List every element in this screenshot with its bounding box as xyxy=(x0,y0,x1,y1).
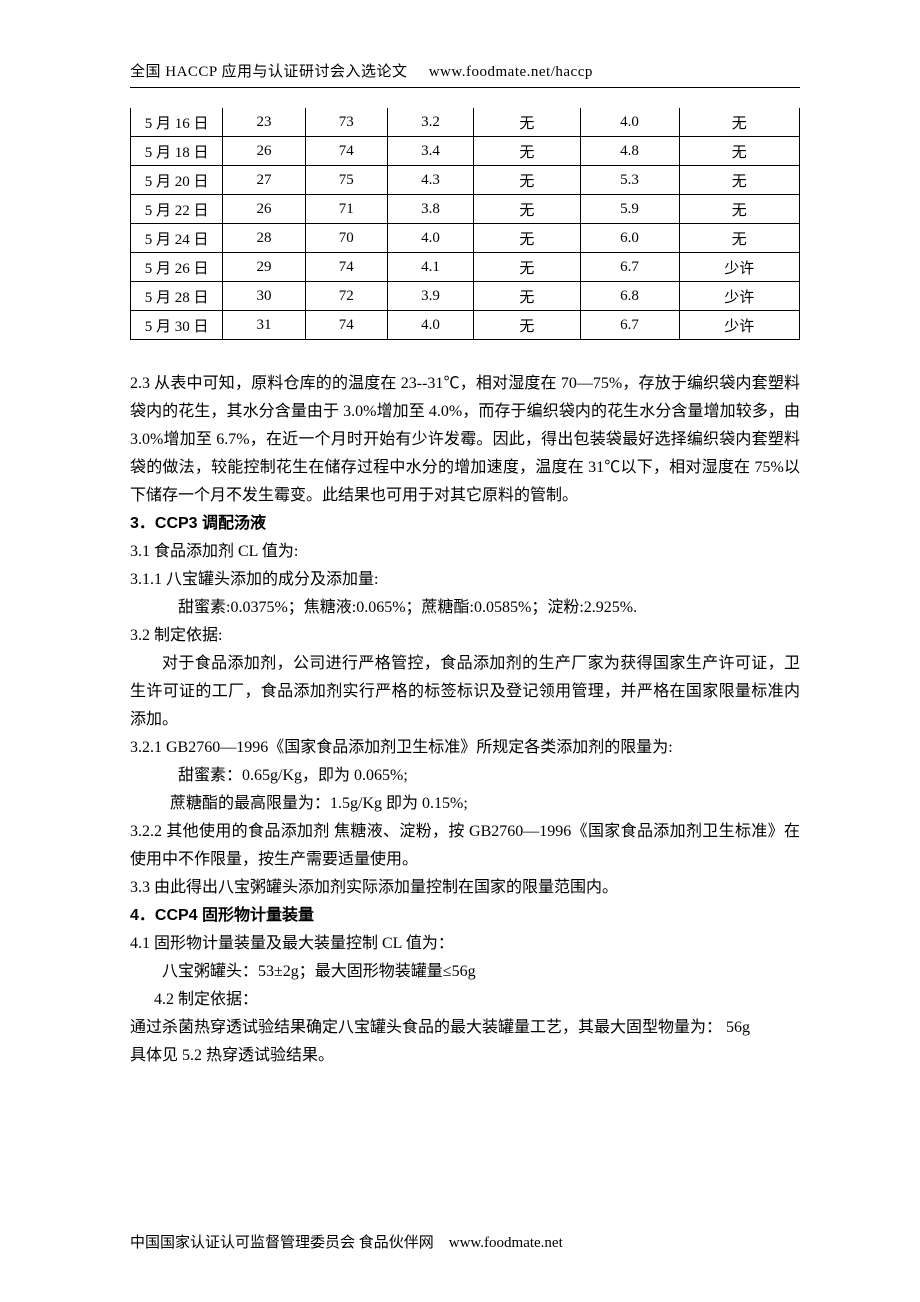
table-row: 5 月 16 日23733.2无4.0无 xyxy=(131,108,800,137)
table-row: 5 月 22 日26713.8无5.9无 xyxy=(131,195,800,224)
table-cell: 少许 xyxy=(679,282,799,311)
para-3-1-1a: 甜蜜素:0.0375%；焦糖液:0.065%；蔗糖酯:0.0585%；淀粉:2.… xyxy=(130,594,800,622)
table-cell: 4.8 xyxy=(580,137,679,166)
table-cell: 5.3 xyxy=(580,166,679,195)
table-cell: 31 xyxy=(223,311,305,340)
footer-url: www.foodmate.net xyxy=(449,1235,563,1251)
para-3-2-1: 3.2.1 GB2760—1996《国家食品添加剂卫生标准》所规定各类添加剂的限… xyxy=(130,734,800,762)
para-4-2a: 通过杀菌热穿透试验结果确定八宝罐头食品的最大装罐量工艺，其最大固型物量为： 56… xyxy=(130,1014,800,1042)
table-cell: 27 xyxy=(223,166,305,195)
table-cell: 无 xyxy=(679,224,799,253)
para-3-3: 3.3 由此得出八宝粥罐头添加剂实际添加量控制在国家的限量范围内。 xyxy=(130,874,800,902)
table-cell: 少许 xyxy=(679,311,799,340)
table-cell: 5 月 26 日 xyxy=(131,253,223,282)
table-cell: 6.7 xyxy=(580,253,679,282)
heading-3: 3．CCP3 调配汤液 xyxy=(130,510,800,538)
table-cell: 4.0 xyxy=(387,311,473,340)
para-4-2b: 具体见 5.2 热穿透试验结果。 xyxy=(130,1042,800,1070)
table-cell: 无 xyxy=(474,195,580,224)
table-cell: 72 xyxy=(305,282,387,311)
table-row: 5 月 26 日29744.1无6.7少许 xyxy=(131,253,800,282)
para-3-2a: 对于食品添加剂，公司进行严格管控，食品添加剂的生产厂家为获得国家生产许可证，卫生… xyxy=(130,650,800,734)
table-cell: 无 xyxy=(474,224,580,253)
para-3-2-1a: 甜蜜素：0.65g/Kg，即为 0.065%; xyxy=(130,762,800,790)
table-cell: 5 月 18 日 xyxy=(131,137,223,166)
table-cell: 5 月 24 日 xyxy=(131,224,223,253)
para-4-2: 4.2 制定依据： xyxy=(130,986,800,1014)
table-cell: 74 xyxy=(305,311,387,340)
table-cell: 无 xyxy=(474,137,580,166)
table-cell: 71 xyxy=(305,195,387,224)
table-cell: 74 xyxy=(305,253,387,282)
table-cell: 30 xyxy=(223,282,305,311)
table-cell: 无 xyxy=(679,108,799,137)
para-3-1-1: 3.1.1 八宝罐头添加的成分及添加量: xyxy=(130,566,800,594)
para-2-3: 2.3 从表中可知，原料仓库的的温度在 23--31℃，相对湿度在 70—75%… xyxy=(130,370,800,510)
table-cell: 74 xyxy=(305,137,387,166)
table-cell: 5 月 16 日 xyxy=(131,108,223,137)
para-3-1: 3.1 食品添加剂 CL 值为: xyxy=(130,538,800,566)
header-text-cn: 全国 HACCP 应用与认证研讨会入选论文 xyxy=(130,64,407,80)
table-cell: 5 月 22 日 xyxy=(131,195,223,224)
table-cell: 23 xyxy=(223,108,305,137)
para-4-1: 4.1 固形物计量装量及最大装量控制 CL 值为： xyxy=(130,930,800,958)
table-cell: 少许 xyxy=(679,253,799,282)
table-cell: 6.8 xyxy=(580,282,679,311)
table-cell: 5 月 28 日 xyxy=(131,282,223,311)
table-body: 5 月 16 日23733.2无4.0无5 月 18 日26743.4无4.8无… xyxy=(131,108,800,340)
table-cell: 无 xyxy=(474,253,580,282)
table-cell: 4.0 xyxy=(387,224,473,253)
table-cell: 29 xyxy=(223,253,305,282)
table-row: 5 月 24 日28704.0无6.0无 xyxy=(131,224,800,253)
table-cell: 无 xyxy=(474,166,580,195)
table-row: 5 月 28 日30723.9无6.8少许 xyxy=(131,282,800,311)
table-row: 5 月 18 日26743.4无4.8无 xyxy=(131,137,800,166)
table-cell: 28 xyxy=(223,224,305,253)
table-cell: 73 xyxy=(305,108,387,137)
table-cell: 6.0 xyxy=(580,224,679,253)
heading-4: 4．CCP4 固形物计量装量 xyxy=(130,902,800,930)
data-table: 5 月 16 日23733.2无4.0无5 月 18 日26743.4无4.8无… xyxy=(130,108,800,340)
table-cell: 无 xyxy=(679,137,799,166)
table-cell: 26 xyxy=(223,195,305,224)
footer-text-cn: 中国国家认证认可监督管理委员会 食品伙伴网 xyxy=(130,1235,434,1251)
table-cell: 26 xyxy=(223,137,305,166)
table-cell: 无 xyxy=(474,311,580,340)
table-row: 5 月 20 日27754.3无5.3无 xyxy=(131,166,800,195)
table-cell: 无 xyxy=(679,195,799,224)
para-3-2: 3.2 制定依据: xyxy=(130,622,800,650)
table-cell: 3.2 xyxy=(387,108,473,137)
page-root: 全国 HACCP 应用与认证研讨会入选论文 www.foodmate.net/h… xyxy=(0,0,920,1302)
table-cell: 6.7 xyxy=(580,311,679,340)
para-3-2-2: 3.2.2 其他使用的食品添加剂 焦糖液、淀粉，按 GB2760—1996《国家… xyxy=(130,818,800,874)
table-cell: 5 月 20 日 xyxy=(131,166,223,195)
table-cell: 75 xyxy=(305,166,387,195)
table-cell: 5.9 xyxy=(580,195,679,224)
table-cell: 无 xyxy=(474,282,580,311)
table-cell: 无 xyxy=(679,166,799,195)
table-cell: 5 月 30 日 xyxy=(131,311,223,340)
page-header: 全国 HACCP 应用与认证研讨会入选论文 www.foodmate.net/h… xyxy=(130,60,800,88)
para-3-2-1b: 蔗糖酯的最高限量为：1.5g/Kg 即为 0.15%; xyxy=(130,790,800,818)
table-cell: 无 xyxy=(474,108,580,137)
para-4-1a: 八宝粥罐头：53±2g；最大固形物装罐量≤56g xyxy=(130,958,800,986)
table-cell: 3.4 xyxy=(387,137,473,166)
table-row: 5 月 30 日31744.0无6.7少许 xyxy=(131,311,800,340)
table-cell: 3.9 xyxy=(387,282,473,311)
body-text: 2.3 从表中可知，原料仓库的的温度在 23--31℃，相对湿度在 70—75%… xyxy=(130,370,800,1070)
table-cell: 4.1 xyxy=(387,253,473,282)
header-url: www.foodmate.net/haccp xyxy=(429,64,593,80)
table-cell: 70 xyxy=(305,224,387,253)
table-cell: 4.0 xyxy=(580,108,679,137)
table-cell: 3.8 xyxy=(387,195,473,224)
table-cell: 4.3 xyxy=(387,166,473,195)
page-footer: 中国国家认证认可监督管理委员会 食品伙伴网 www.foodmate.net xyxy=(130,1231,563,1252)
